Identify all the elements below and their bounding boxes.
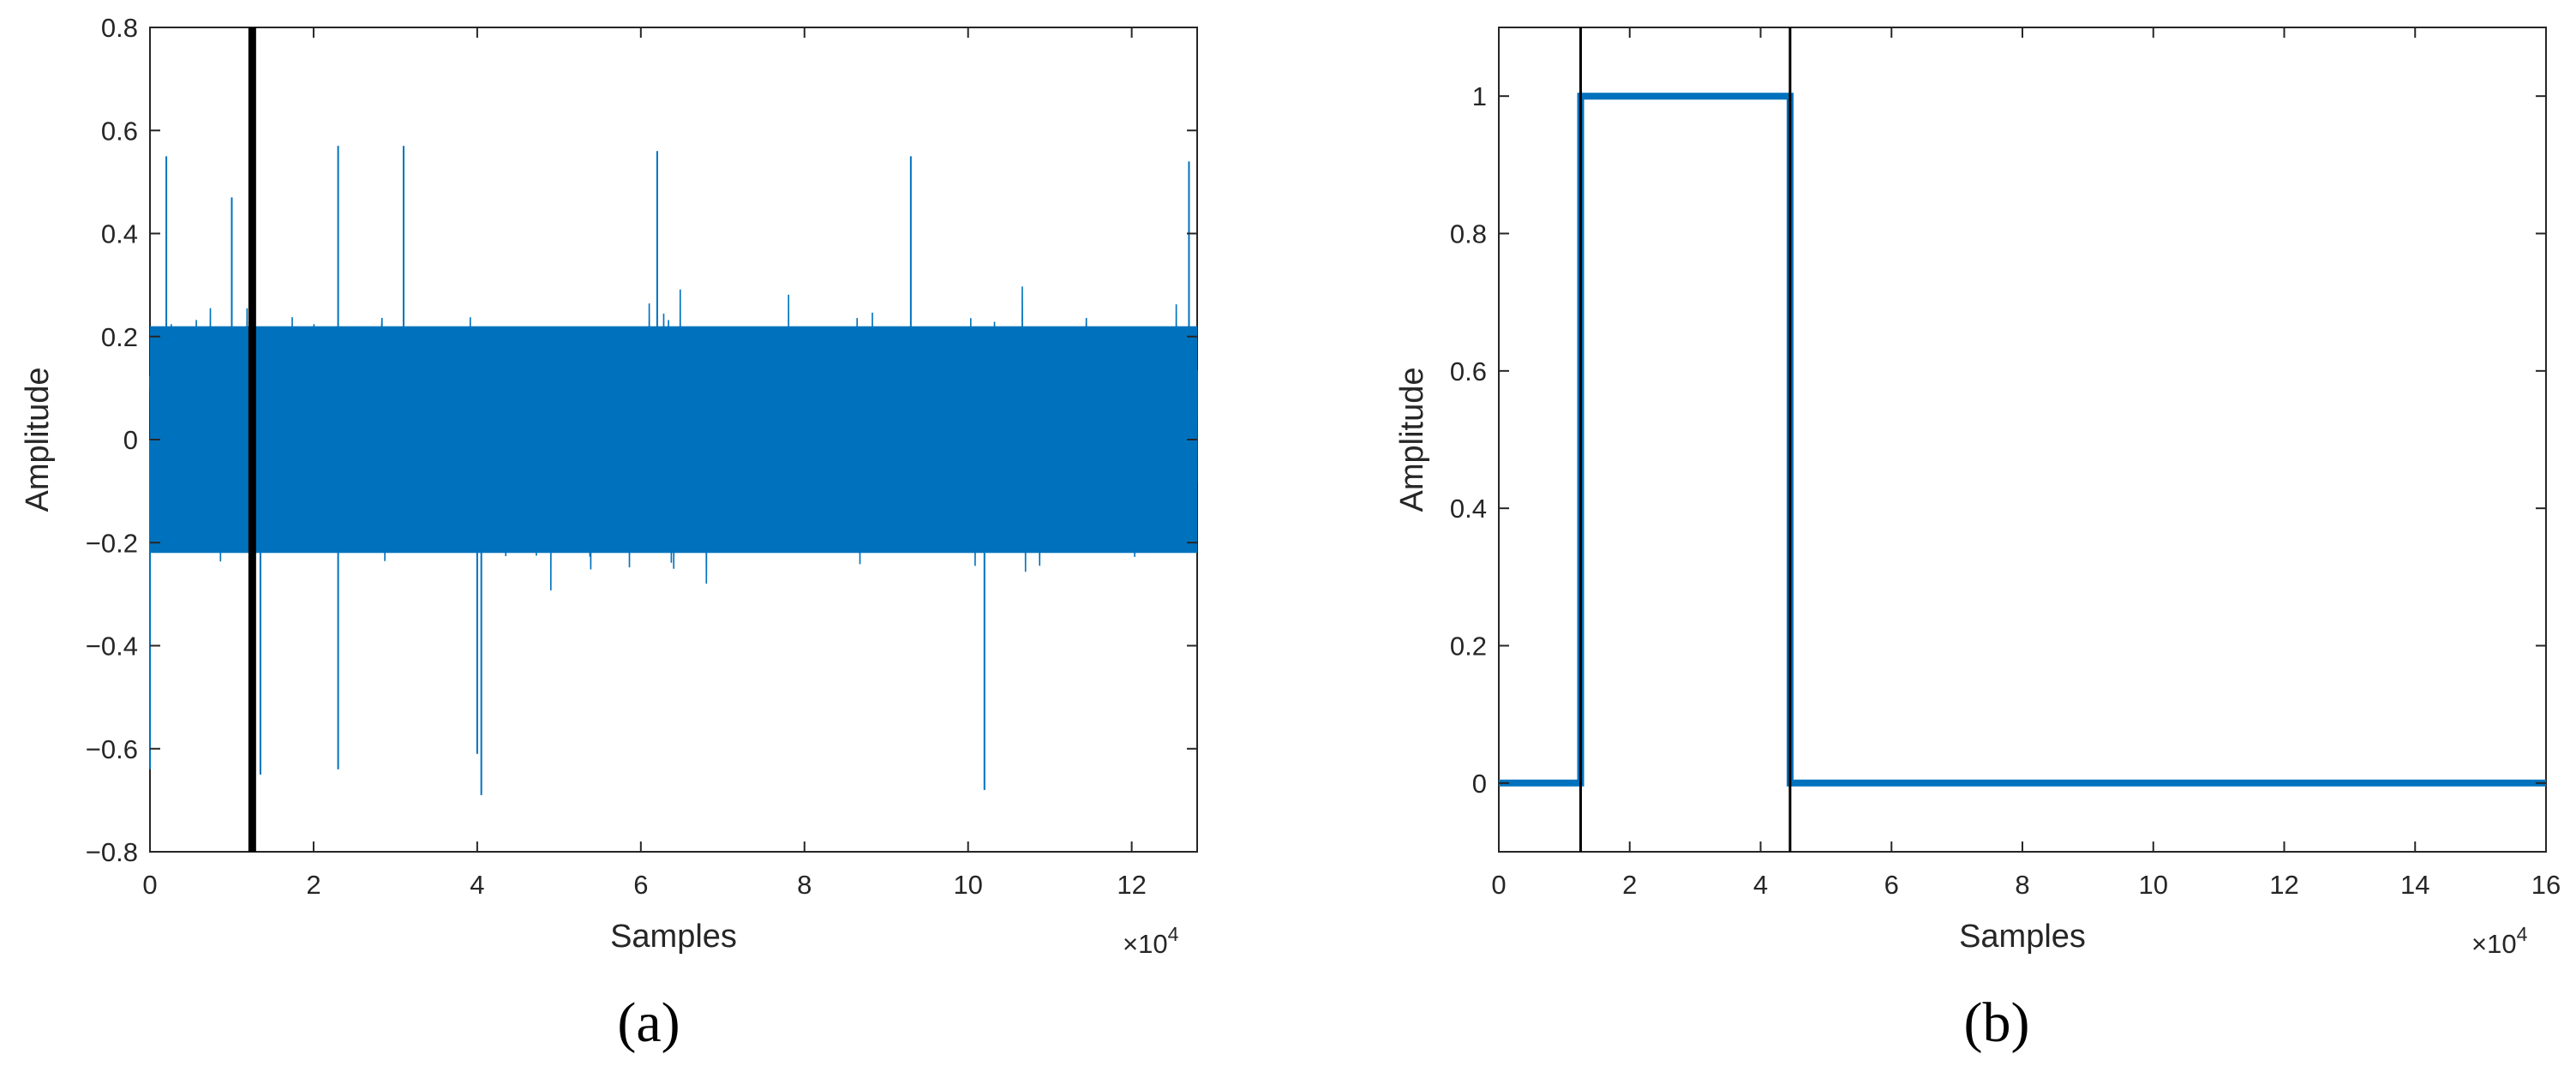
panel-b-x-multiplier: ×104 xyxy=(2471,923,2528,959)
panel-b-x-tick-label: 10 xyxy=(2139,870,2168,900)
panel-a-y-tick-label: 0.6 xyxy=(101,116,138,146)
panel-b-x-multiplier-exponent: 4 xyxy=(2517,923,2528,945)
panel-a-signal-series xyxy=(149,146,1198,795)
panel-b-ticks: 0 2 4 6 8 10 12 14 16 0 0.2 0.4 0.6 0.8 1 xyxy=(1450,27,2561,900)
panel-a-x-tick-label: 10 xyxy=(953,870,982,900)
panel-a-x-axis-label: Samples xyxy=(610,919,737,955)
panel-b-step-line xyxy=(1499,93,2546,787)
panel-b-x-tick-label: 14 xyxy=(2400,870,2429,900)
panel-b-x-tick-label: 12 xyxy=(2269,870,2298,900)
panel-a-y-tick-label: −0.4 xyxy=(86,632,138,662)
panel-b-x-tick-label: 0 xyxy=(1491,870,1506,900)
panel-b-plot-area xyxy=(1498,27,2547,853)
panel-b-chart: 0 2 4 6 8 10 12 14 16 0 0.2 0.4 0.6 0.8 1 Samples Ampl… xyxy=(1394,27,2561,1054)
panel-a-x-multiplier: ×104 xyxy=(1123,923,1179,959)
panel-a-y-axis-label: Amplitude xyxy=(20,368,56,512)
panel-a-chart: 0 2 4 6 8 10 12 −0.8 −0.6 −0.4 −0.2 0 0.2 0.4 0.6 0.8 S… xyxy=(20,13,1198,1054)
panel-b-x-tick-label: 6 xyxy=(1884,870,1899,900)
panel-a-y-tick-label: 0.4 xyxy=(101,219,138,249)
panel-b-x-tick-label: 8 xyxy=(2015,870,2029,900)
panel-b-y-tick-label: 0.8 xyxy=(1450,219,1487,249)
panel-a-signal-core xyxy=(150,326,1197,554)
panel-b-y-axis-label: Amplitude xyxy=(1394,368,1430,512)
panel-b-x-tick-label: 16 xyxy=(2531,870,2561,900)
panel-a-y-tick-label: −0.8 xyxy=(86,837,138,867)
panel-b-x-axis-label: Samples xyxy=(1959,919,2086,955)
panel-a-y-tick-label: −0.6 xyxy=(86,734,138,764)
panel-b-y-tick-label: 0.6 xyxy=(1450,356,1487,386)
panel-a-x-multiplier-base: ×10 xyxy=(1123,929,1168,959)
panel-a-x-tick-label: 12 xyxy=(1117,870,1146,900)
panel-a-x-tick-label: 4 xyxy=(470,870,484,900)
panel-b-step-series xyxy=(1499,93,2546,787)
panel-b-x-tick-label: 2 xyxy=(1622,870,1637,900)
panel-a-label: (a) xyxy=(617,991,680,1054)
panel-a-y-tick-label: 0.8 xyxy=(101,13,138,43)
panel-a-x-tick-label: 2 xyxy=(306,870,321,900)
panel-b-marker-lines xyxy=(1579,27,1792,852)
panel-a-x-tick-label: 8 xyxy=(797,870,812,900)
panel-a-x-tick-label: 0 xyxy=(142,870,157,900)
panel-a-x-tick-label: 6 xyxy=(633,870,648,900)
panel-a-y-tick-label: −0.2 xyxy=(86,528,138,558)
panel-a-x-multiplier-exponent: 4 xyxy=(1168,923,1179,945)
panel-b-y-tick-label: 1 xyxy=(1472,81,1487,111)
panel-a-y-tick-label: 0.2 xyxy=(101,322,138,352)
panel-a-ticks: 0 2 4 6 8 10 12 −0.8 −0.6 −0.4 −0.2 0 0.2 0.4 0.6 0.8 xyxy=(86,13,1197,900)
panel-b-x-multiplier-base: ×10 xyxy=(2471,929,2517,959)
panel-b-y-tick-label: 0.4 xyxy=(1450,494,1487,524)
panel-b-x-tick-label: 4 xyxy=(1753,870,1768,900)
panel-b-y-tick-label: 0.2 xyxy=(1450,632,1487,662)
panel-b-y-tick-label: 0 xyxy=(1472,769,1487,799)
panel-b-label: (b) xyxy=(1964,991,2030,1054)
panel-a-y-tick-label: 0 xyxy=(123,425,138,455)
